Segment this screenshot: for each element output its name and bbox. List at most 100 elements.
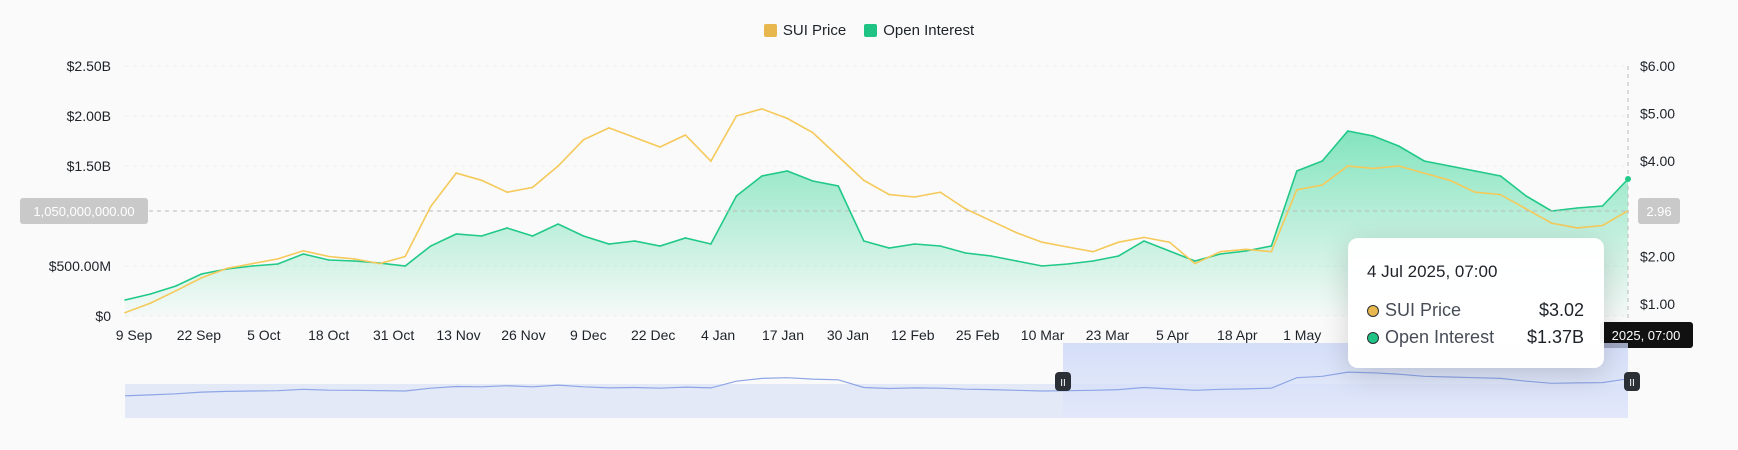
- point-open-interest-58: [1601, 205, 1604, 207]
- crosshair-x-label: 2025, 07:00: [1612, 328, 1681, 343]
- x-tick-13-nov: 13 Nov: [436, 327, 480, 343]
- point-sui-price-32: [939, 191, 941, 193]
- y-right-tick-4-00: $4.00: [1640, 153, 1675, 169]
- point-open-interest-24: [735, 195, 738, 197]
- crosshair-marker-open-interest: [1625, 176, 1631, 182]
- navigator-handle-right: [1624, 372, 1640, 391]
- y-right-tick-2-00: $2.00: [1640, 248, 1675, 264]
- legend-label-sui-price: SUI Price: [782, 22, 847, 39]
- x-tick-23-mar: 23 Mar: [1086, 327, 1130, 343]
- point-open-interest-45: [1270, 245, 1273, 247]
- point-sui-price-49: [1372, 167, 1375, 170]
- tooltip-name-open-interest: Open Interest: [1385, 327, 1495, 347]
- point-sui-price-5: [251, 262, 254, 265]
- point-open-interest-21: [659, 245, 661, 247]
- point-sui-price-31: [913, 196, 916, 198]
- point-open-interest-25: [761, 175, 763, 177]
- point-sui-price-27: [812, 131, 814, 134]
- series-line-sui-price: [124, 108, 1629, 314]
- crosshair-left-label-bg: [20, 198, 148, 224]
- point-sui-price-3: [200, 277, 203, 279]
- point-sui-price-57: [1576, 227, 1578, 229]
- point-open-interest-44: [1245, 250, 1247, 252]
- point-sui-price-44: [1245, 248, 1247, 251]
- point-open-interest-14: [480, 235, 483, 237]
- chart-tooltip: 4 Jul 2025, 07:00 SUI Price $3.02 Open I…: [1348, 238, 1604, 368]
- point-open-interest-13: [455, 233, 458, 235]
- x-tick-1-may: 1 May: [1283, 327, 1321, 343]
- point-open-interest-6: [277, 263, 279, 265]
- tooltip-row-sui-price: SUI Price $3.02: [1367, 300, 1584, 321]
- point-sui-price-33: [964, 208, 967, 210]
- point-open-interest-7: [302, 253, 305, 255]
- point-sui-price-54: [1499, 193, 1502, 196]
- point-sui-price-52: [1448, 179, 1451, 182]
- point-open-interest-41: [1168, 250, 1171, 252]
- x-tick-10-mar: 10 Mar: [1021, 327, 1065, 343]
- point-sui-price-21: [659, 146, 661, 148]
- tooltip-title: 4 Jul 2025, 07:00: [1367, 262, 1498, 281]
- point-sui-price-39: [1117, 241, 1120, 243]
- point-open-interest-50: [1397, 145, 1400, 147]
- point-open-interest-18: [582, 235, 585, 237]
- point-sui-price-26: [786, 117, 789, 120]
- x-tick-30-jan: 30 Jan: [827, 327, 869, 343]
- x-tick-17-jan: 17 Jan: [762, 327, 804, 343]
- x-tick-5-oct: 5 Oct: [247, 327, 281, 343]
- point-open-interest-43: [1219, 253, 1222, 255]
- point-open-interest-9: [353, 260, 356, 262]
- point-open-interest-29: [863, 240, 865, 242]
- point-sui-price-7: [302, 250, 305, 252]
- crosshair-right-label-bg: [1638, 198, 1680, 224]
- legend-item-sui-price[interactable]: SUI Price: [763, 22, 847, 39]
- point-sui-price-30: [888, 193, 890, 196]
- point-sui-price-46: [1296, 189, 1298, 191]
- x-tick-22-dec: 22 Dec: [631, 327, 675, 343]
- point-sui-price-0: [124, 311, 126, 314]
- navigator-line: [124, 371, 1629, 397]
- point-open-interest-19: [608, 243, 610, 245]
- point-open-interest-15: [506, 227, 508, 229]
- point-sui-price-41: [1168, 241, 1171, 243]
- y-left-tick-0: $0: [95, 308, 111, 324]
- tooltip-name-sui-price: SUI Price: [1385, 300, 1462, 320]
- point-open-interest-34: [990, 255, 992, 257]
- point-sui-price-37: [1066, 246, 1069, 248]
- x-tick-31-oct: 31 Oct: [373, 327, 414, 343]
- point-sui-price-43: [1219, 250, 1222, 253]
- y-right-tick-5-00: $5.00: [1640, 106, 1675, 122]
- point-open-interest-47: [1321, 160, 1324, 162]
- point-sui-price-9: [353, 258, 356, 260]
- point-sui-price-58: [1601, 224, 1604, 227]
- tooltip-value-open-interest: $1.37B: [1526, 327, 1584, 347]
- point-sui-price-20: [633, 136, 636, 139]
- point-open-interest-30: [888, 247, 890, 249]
- point-sui-price-25: [761, 108, 763, 110]
- point-sui-price-17: [557, 165, 559, 167]
- point-sui-price-42: [1194, 262, 1196, 265]
- point-open-interest-11: [404, 265, 407, 267]
- x-tick-18-apr: 18 Apr: [1217, 327, 1258, 343]
- point-open-interest-16: [531, 235, 534, 237]
- point-sui-price-11: [404, 255, 407, 258]
- y-right-tick-1-00: $1.00: [1640, 296, 1675, 312]
- point-open-interest-17: [557, 223, 559, 225]
- point-sui-price-51: [1423, 172, 1425, 174]
- point-sui-price-14: [480, 179, 483, 182]
- point-open-interest-3: [200, 273, 203, 275]
- chart-legend: SUI Price Open Interest: [0, 22, 1738, 39]
- point-open-interest-51: [1423, 160, 1425, 162]
- point-open-interest-48: [1347, 130, 1349, 132]
- point-open-interest-12: [429, 245, 432, 247]
- point-sui-price-40: [1143, 236, 1145, 239]
- point-open-interest-42: [1194, 260, 1196, 262]
- point-open-interest-38: [1092, 260, 1094, 262]
- legend-item-open-interest[interactable]: Open Interest: [864, 22, 974, 39]
- legend-label-open-interest: Open Interest: [883, 22, 975, 39]
- point-open-interest-39: [1117, 255, 1120, 257]
- y-right-tick-6-00: $6.00: [1640, 58, 1675, 74]
- point-sui-price-50: [1397, 165, 1400, 167]
- point-sui-price-48: [1347, 165, 1349, 167]
- point-open-interest-22: [684, 237, 687, 239]
